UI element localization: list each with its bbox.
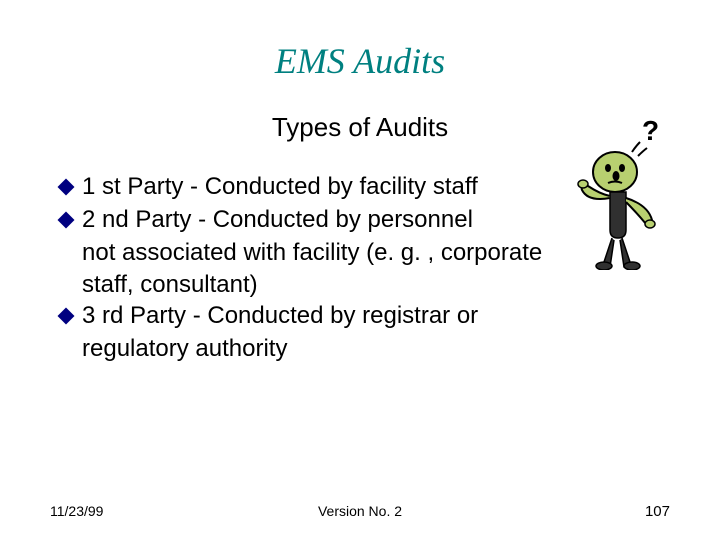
slide-container: EMS Audits Types of Audits ? 1 st Party … (0, 0, 720, 540)
bullet-text: 1 st Party - Conducted by facility staff (82, 171, 478, 202)
bullet-item: 2 nd Party - Conducted by personnel (60, 204, 640, 235)
bullet-text: 3 rd Party - Conducted by registrar or (82, 300, 478, 331)
bullet-item: 1 st Party - Conducted by facility staff (60, 171, 640, 202)
bullet-continuation: staff, consultant) (60, 269, 640, 300)
footer-page-number: 107 (645, 503, 670, 520)
diamond-bullet-icon (58, 212, 75, 229)
bullet-continuation: not associated with facility (e. g. , co… (60, 237, 640, 268)
diamond-bullet-icon (58, 179, 75, 196)
confused-figure-icon: ? (560, 120, 670, 270)
bullet-text: 2 nd Party - Conducted by personnel (82, 204, 473, 235)
slide-footer: 11/23/99 Version No. 2 107 (50, 503, 670, 520)
bullet-continuation: regulatory authority (60, 333, 640, 364)
svg-text:?: ? (642, 120, 659, 146)
bullet-item: 3 rd Party - Conducted by registrar or (60, 300, 640, 331)
footer-version: Version No. 2 (318, 503, 402, 519)
footer-date: 11/23/99 (50, 503, 103, 519)
slide-title: EMS Audits (50, 40, 670, 82)
diamond-bullet-icon (58, 307, 75, 324)
